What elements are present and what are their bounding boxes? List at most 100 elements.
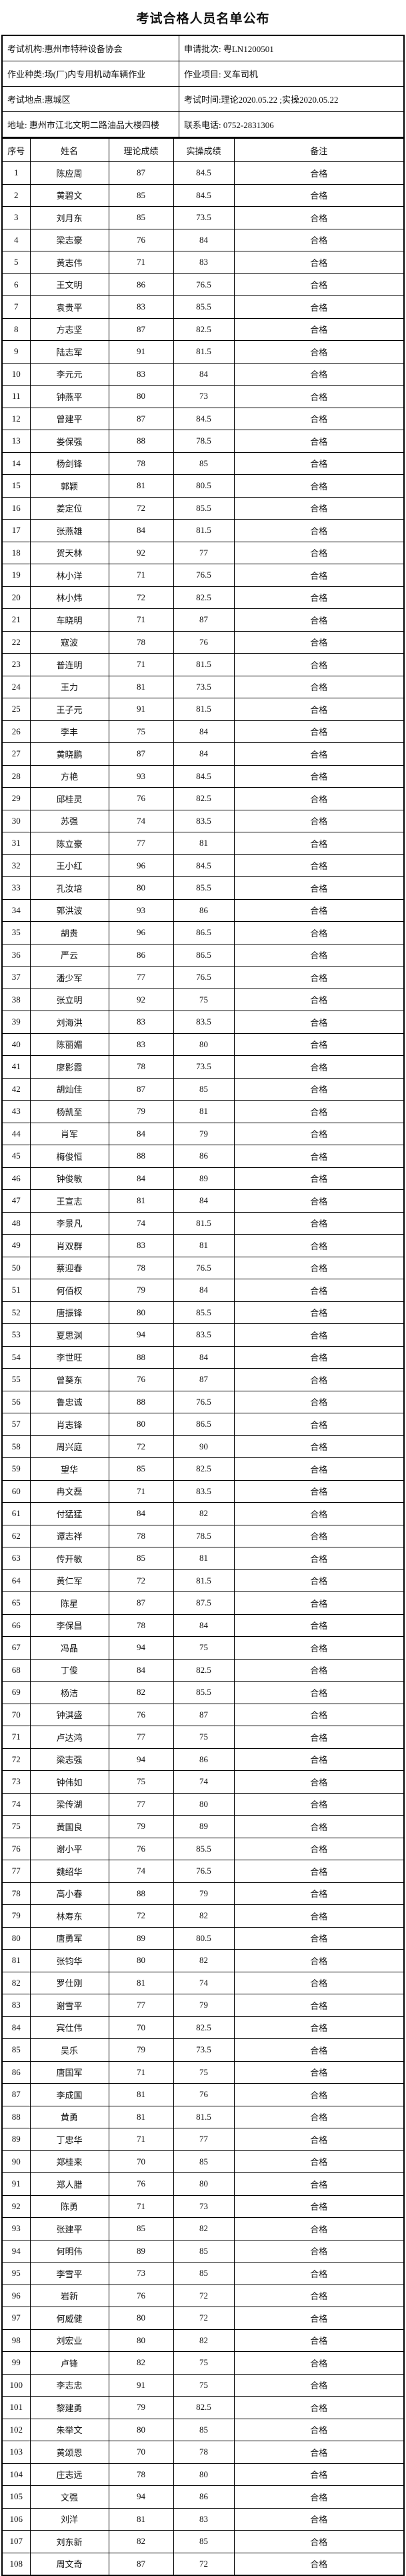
- cell-practical-score: 73.5: [173, 206, 235, 229]
- cell-name: 谭志祥: [29, 1524, 109, 1547]
- table-row: 41 廖影霞 78 73.5 合格: [1, 1055, 405, 1079]
- table-row: 90 郑桂来 70 85 合格: [1, 2150, 405, 2173]
- cell-practical-score: 86: [173, 1145, 235, 1168]
- cell-theory-score: 88: [108, 430, 174, 453]
- cell-name: 袁贵平: [29, 295, 109, 319]
- cell-seq: 36: [1, 943, 31, 967]
- cell-practical-score: 82.5: [173, 2396, 235, 2419]
- cell-remark: 合格: [233, 564, 405, 587]
- cell-theory-score: 78: [108, 1614, 174, 1637]
- cell-practical-score: 84.5: [173, 183, 235, 207]
- cell-remark: 合格: [233, 1882, 405, 1905]
- cell-seq: 1: [1, 161, 31, 185]
- cell-theory-score: 96: [108, 854, 174, 877]
- cell-practical-score: 86.5: [173, 1413, 235, 1436]
- cell-theory-score: 84: [108, 1122, 174, 1145]
- cell-name: 吴乐: [29, 2038, 109, 2062]
- cell-seq: 8: [1, 317, 31, 341]
- cell-theory-score: 91: [108, 340, 174, 364]
- cell-remark: 合格: [233, 988, 405, 1011]
- cell-seq: 93: [1, 2217, 31, 2240]
- table-row: 65 陈星 87 87.5 合格: [1, 1591, 405, 1615]
- cell-name: 冉文磊: [29, 1479, 109, 1503]
- cell-seq: 9: [1, 340, 31, 364]
- table-row: 28 方艳 93 84.5 合格: [1, 764, 405, 788]
- cell-theory-score: 85: [108, 206, 174, 229]
- cell-seq: 84: [1, 2016, 31, 2039]
- cell-practical-score: 77: [173, 541, 235, 564]
- column-header-name: 姓名: [29, 137, 109, 162]
- cell-theory-score: 80: [108, 2329, 174, 2352]
- table-row: 42 胡灿佳 87 85 合格: [1, 1077, 405, 1101]
- cell-seq: 4: [1, 228, 31, 251]
- cell-practical-score: 86.5: [173, 921, 235, 944]
- cell-seq: 81: [1, 1949, 31, 1972]
- cell-name: 肖志锋: [29, 1413, 109, 1436]
- cell-practical-score: 87.5: [173, 1591, 235, 1615]
- cell-seq: 59: [1, 1457, 31, 1481]
- cell-name: 鲁忠诚: [29, 1390, 109, 1413]
- cell-practical-score: 79: [173, 1994, 235, 2017]
- cell-theory-score: 78: [108, 1055, 174, 1079]
- cell-remark: 合格: [233, 943, 405, 967]
- cell-seq: 43: [1, 1100, 31, 1123]
- cell-theory-score: 92: [108, 988, 174, 1011]
- cell-name: 丁俊: [29, 1658, 109, 1682]
- cell-theory-score: 73: [108, 2262, 174, 2285]
- cell-remark: 合格: [233, 1524, 405, 1547]
- info-cell-work-category: 作业种类:场(厂)内专用机动车辆作业: [1, 61, 179, 87]
- cell-theory-score: 82: [108, 2351, 174, 2375]
- table-row: 57 肖志锋 80 86.5 合格: [1, 1413, 405, 1436]
- cell-practical-score: 81.5: [173, 653, 235, 676]
- cell-practical-score: 82.5: [173, 787, 235, 810]
- cell-practical-score: 72: [173, 2552, 235, 2576]
- cell-remark: 合格: [233, 1681, 405, 1704]
- cell-practical-score: 76: [173, 630, 235, 654]
- cell-seq: 71: [1, 1726, 31, 1749]
- cell-theory-score: 71: [108, 653, 174, 676]
- cell-remark: 合格: [233, 295, 405, 319]
- cell-remark: 合格: [233, 273, 405, 296]
- cell-name: 李元元: [29, 362, 109, 386]
- cell-name: 卢达鸿: [29, 1726, 109, 1749]
- cell-remark: 合格: [233, 1413, 405, 1436]
- column-header-theory-score: 理论成绩: [108, 137, 174, 162]
- cell-practical-score: 83.5: [173, 1011, 235, 1034]
- cell-remark: 合格: [233, 2373, 405, 2397]
- cell-remark: 合格: [233, 2284, 405, 2307]
- cell-practical-score: 72: [173, 2307, 235, 2330]
- cell-practical-score: 80: [173, 2172, 235, 2196]
- cell-practical-score: 82.5: [173, 1658, 235, 1682]
- cell-theory-score: 76: [108, 2284, 174, 2307]
- cell-name: 张立明: [29, 988, 109, 1011]
- cell-name: 钟俊敏: [29, 1167, 109, 1190]
- cell-seq: 31: [1, 832, 31, 855]
- cell-theory-score: 77: [108, 966, 174, 989]
- cell-theory-score: 79: [108, 1815, 174, 1838]
- cell-seq: 100: [1, 2373, 31, 2397]
- info-cell-address: 地址: 惠州市江北文明二路油品大楼四楼: [1, 111, 179, 138]
- cell-seq: 103: [1, 2441, 31, 2464]
- cell-practical-score: 76.5: [173, 1860, 235, 1883]
- cell-seq: 69: [1, 1681, 31, 1704]
- cell-remark: 合格: [233, 2351, 405, 2375]
- info-cell-contact-phone: 联系电话: 0752-2831306: [179, 111, 405, 138]
- table-row: 67 冯晶 94 75 合格: [1, 1636, 405, 1660]
- cell-seq: 105: [1, 2485, 31, 2509]
- cell-name: 唐勇军: [29, 1926, 109, 1950]
- table-row: 2 黄碧文 85 84.5 合格: [1, 183, 405, 207]
- cell-name: 杨凯至: [29, 1100, 109, 1123]
- cell-seq: 65: [1, 1591, 31, 1615]
- cell-remark: 合格: [233, 452, 405, 475]
- table-row: 38 张立明 92 75 合格: [1, 988, 405, 1011]
- cell-remark: 合格: [233, 1234, 405, 1257]
- cell-seq: 30: [1, 809, 31, 832]
- cell-theory-score: 84: [108, 1502, 174, 1525]
- table-row: 59 望华 85 82.5 合格: [1, 1457, 405, 1481]
- cell-name: 张钧华: [29, 1949, 109, 1972]
- table-row: 32 王小红 96 84.5 合格: [1, 854, 405, 877]
- cell-seq: 42: [1, 1077, 31, 1101]
- cell-seq: 60: [1, 1479, 31, 1503]
- cell-theory-score: 82: [108, 2530, 174, 2553]
- cell-theory-score: 88: [108, 1345, 174, 1369]
